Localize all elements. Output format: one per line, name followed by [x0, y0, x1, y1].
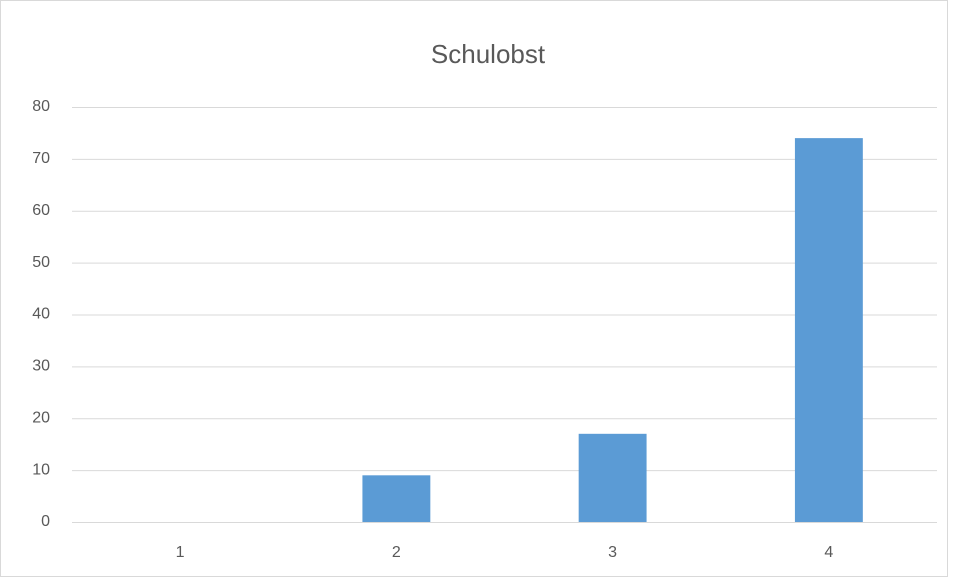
x-tick-label: 3	[608, 544, 617, 561]
bar	[578, 433, 647, 522]
y-tick-label: 80	[32, 98, 50, 115]
y-tick-label: 70	[32, 150, 50, 167]
y-tick-label: 10	[32, 461, 50, 478]
y-tick-label: 0	[41, 513, 50, 530]
x-tick-label: 4	[824, 544, 833, 561]
y-tick-label: 50	[32, 254, 50, 271]
bar	[362, 475, 431, 522]
chart-title: Schulobst	[431, 39, 546, 69]
y-tick-label: 20	[32, 409, 50, 426]
y-tick-label: 30	[32, 358, 50, 375]
bar	[794, 138, 863, 522]
y-tick-label: 60	[32, 202, 50, 219]
x-tick-label: 1	[176, 544, 185, 561]
y-tick-label: 40	[32, 306, 50, 323]
x-tick-label: 2	[392, 544, 401, 561]
